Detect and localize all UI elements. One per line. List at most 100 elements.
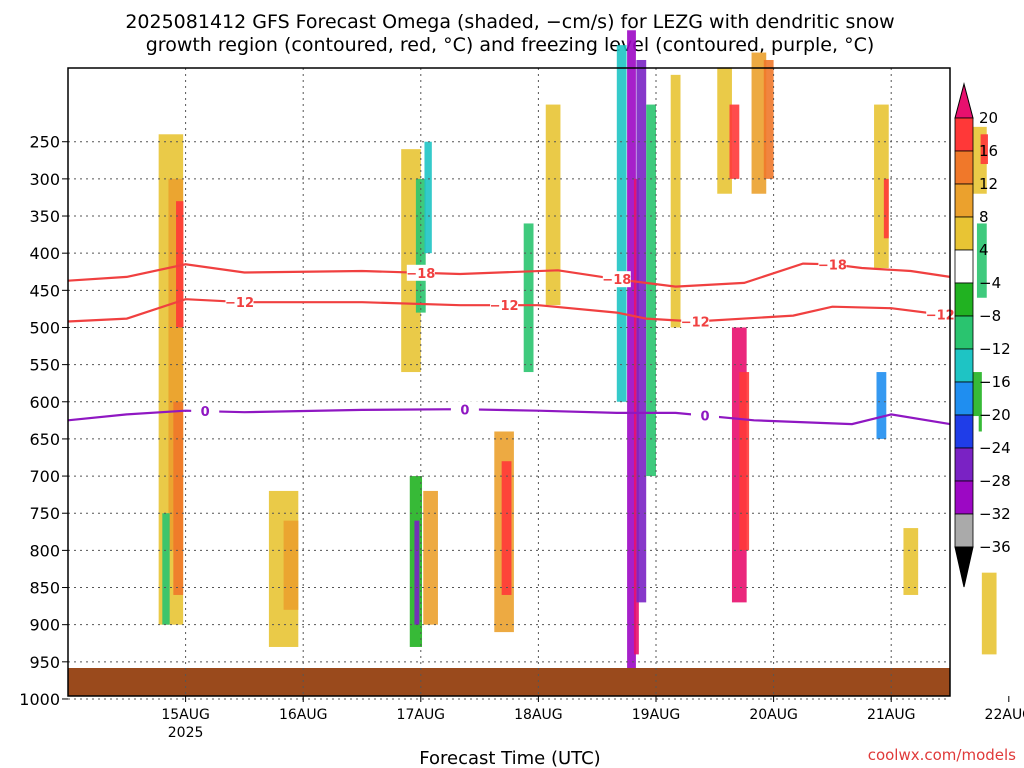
colorbar-top-arrow xyxy=(954,82,974,119)
contour-label-bg xyxy=(191,403,220,420)
y-tick-label: 650 xyxy=(29,430,60,449)
x-tick-label: 20AUG xyxy=(749,707,798,723)
x-axis-label: Forecast Time (UTC) xyxy=(419,748,600,768)
contour-label: −18 xyxy=(406,267,435,282)
contour-label: 0 xyxy=(460,403,469,418)
contour-label-bg xyxy=(926,306,955,323)
y-tick-label: 1000 xyxy=(19,690,60,709)
y-tick-label: 850 xyxy=(29,579,60,598)
omega-cell xyxy=(670,74,681,328)
omega-cell xyxy=(980,134,988,165)
colorbar-label: 4 xyxy=(979,241,989,259)
omega-cell xyxy=(883,178,889,239)
colorbar-swatch xyxy=(954,513,974,548)
colorbar-label: −12 xyxy=(979,340,1011,358)
contour-label: −18 xyxy=(818,258,847,273)
colorbar-swatch xyxy=(954,315,974,350)
y-tick-label: 500 xyxy=(29,318,60,337)
contour-label-bg xyxy=(681,313,710,330)
colorbar-bottom-arrow xyxy=(954,546,974,588)
x-tick-label: 17AUG xyxy=(397,707,446,723)
omega-cell xyxy=(636,59,647,603)
contour-label: −12 xyxy=(490,299,519,314)
y-tick-label: 900 xyxy=(29,616,60,635)
colorbar-swatch xyxy=(954,348,974,383)
omega-cell xyxy=(876,372,887,439)
omega-cell xyxy=(501,461,512,595)
contour-label: 0 xyxy=(201,405,210,420)
y-tick-label: 350 xyxy=(29,207,60,226)
x-tick-label: 19AUG xyxy=(632,707,681,723)
y-tick-label: 300 xyxy=(29,170,60,189)
contour-label: −18 xyxy=(602,273,631,288)
omega-cell xyxy=(616,45,627,402)
y-tick-label: 600 xyxy=(29,393,60,412)
temperature-contours: −18−18−18−12−12−12−120000 xyxy=(67,256,979,433)
colorbar-label: −16 xyxy=(979,373,1011,391)
colorbar: 20 16 12 8 4 −4 −8 −12 −16 −20 −24 −28 −32 −36 xyxy=(954,82,1011,588)
y-tick-label: 400 xyxy=(29,244,60,263)
omega-cell xyxy=(283,520,299,610)
colorbar-swatch xyxy=(954,216,974,251)
contour-label: −12 xyxy=(926,308,955,323)
omega-cell xyxy=(423,490,438,625)
chart-title-line-2: growth region (contoured, red, °C) and f… xyxy=(146,34,875,56)
chart-title-line-1: 2025081412 GFS Forecast Omega (shaded, −… xyxy=(125,11,894,33)
grid-lines xyxy=(68,68,950,700)
colorbar-swatch xyxy=(954,414,974,449)
y-tick-label: 450 xyxy=(29,281,60,300)
omega-cell xyxy=(739,372,750,551)
colorbar-label: −8 xyxy=(979,307,1001,325)
colorbar-swatch xyxy=(954,381,974,416)
colorbar-label: 12 xyxy=(979,175,998,193)
contour-label-bg xyxy=(450,401,479,418)
omega-cell xyxy=(173,401,184,595)
contour-line xyxy=(67,408,951,426)
y-tick-label: 700 xyxy=(29,467,60,486)
x-tick-label: 16AUG xyxy=(279,707,328,723)
contour-label-bg xyxy=(691,407,719,424)
y-tick-label: 800 xyxy=(29,541,60,560)
contour-label: −12 xyxy=(225,296,254,311)
colorbar-label: −20 xyxy=(979,406,1011,424)
y-axis-ticks: 250 300 350 400 450 500 550 600 650 700 750 800 850 9… xyxy=(19,133,68,709)
colorbar-label: −28 xyxy=(979,472,1011,490)
omega-cell xyxy=(415,178,426,313)
contour-label: 0 xyxy=(700,410,709,425)
x-tick-sublabel: 2025 xyxy=(168,725,204,741)
x-tick-label: 15AUG xyxy=(161,707,210,723)
omega-cell xyxy=(981,572,997,655)
colorbar-swatch xyxy=(954,249,974,284)
omega-cell xyxy=(717,67,732,194)
omega-cell xyxy=(763,59,774,179)
colorbar-swatch xyxy=(954,150,974,185)
colorbar-label: 16 xyxy=(979,142,998,160)
omega-cell xyxy=(414,520,420,625)
x-tick-label: 18AUG xyxy=(514,707,563,723)
contour-label-bg xyxy=(490,297,519,314)
omega-cell xyxy=(176,201,184,328)
omega-cell xyxy=(627,30,636,685)
colorbar-label: −24 xyxy=(979,439,1011,457)
x-axis-ticks: 15AUG 2025 16AUG 17AUG 18AUG 19AUG 20AUG 21AUG 2… xyxy=(161,696,1024,741)
omega-cell xyxy=(545,104,561,306)
colorbar-swatch xyxy=(954,117,974,152)
contour-label-bg xyxy=(225,293,254,310)
colorbar-swatch xyxy=(954,183,974,218)
y-tick-label: 750 xyxy=(29,504,60,523)
contour-label-bg xyxy=(406,264,435,281)
credit-text: coolwx.com/models xyxy=(868,746,1016,764)
contour-label-bg xyxy=(602,271,631,288)
omega-cell xyxy=(976,223,987,298)
colorbar-swatch xyxy=(954,447,974,482)
x-tick-label: 22AUG xyxy=(985,707,1024,723)
colorbar-label: −4 xyxy=(979,274,1001,292)
colorbar-label: −36 xyxy=(979,538,1011,556)
colorbar-swatch xyxy=(954,480,974,515)
x-tick-label: 21AUG xyxy=(867,707,916,723)
contour-line xyxy=(67,298,951,323)
omega-cell xyxy=(162,513,170,625)
y-tick-label: 950 xyxy=(29,653,60,672)
colorbar-label: 8 xyxy=(979,208,989,226)
